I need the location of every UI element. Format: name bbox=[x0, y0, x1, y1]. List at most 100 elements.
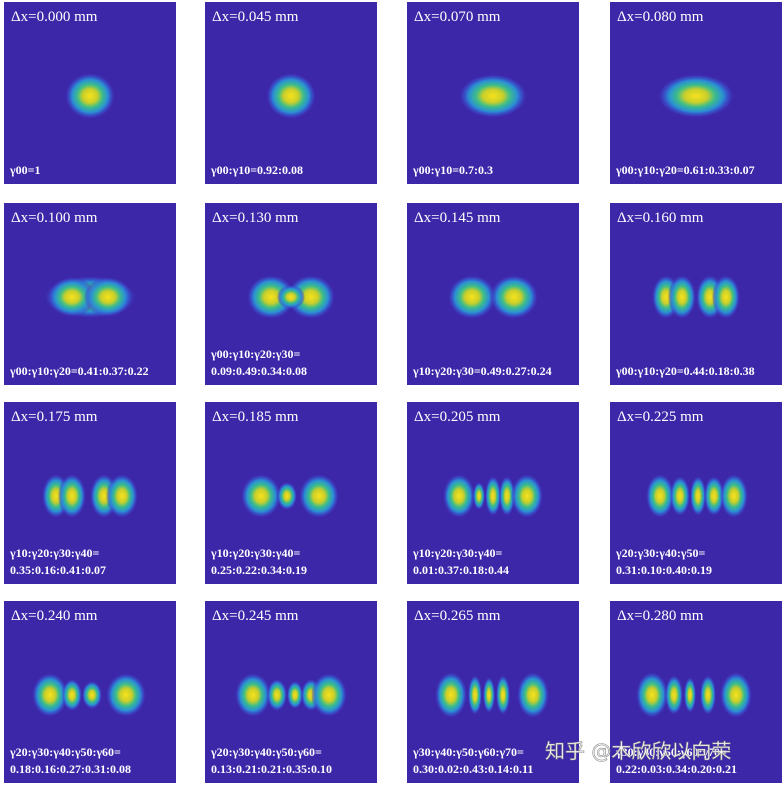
mode-label: 0.30:0.02:0.43:0.14:0.11 bbox=[413, 762, 533, 776]
mode-label: 0.31:0.10:0.40:0.19 bbox=[616, 563, 712, 577]
beam-spot bbox=[658, 74, 734, 118]
beam-spot bbox=[32, 673, 68, 717]
beam-spot bbox=[106, 673, 146, 717]
shift-label: Δx=0.240 mm bbox=[11, 608, 98, 624]
beam-spot bbox=[496, 675, 510, 715]
mode-label: 0.01:0.37:0.18:0.44 bbox=[413, 563, 509, 577]
panel: Δx=0.175 mm γ10:γ20:γ30:γ40= 0.35:0.16:0.4… bbox=[4, 402, 176, 584]
beam-spot bbox=[684, 677, 696, 713]
panel: Δx=0.245 mm γ20:γ30:γ40:γ50:γ60= 0.13:0.21… bbox=[205, 601, 377, 783]
beam-spot bbox=[311, 673, 347, 717]
beam-spot bbox=[58, 474, 86, 518]
beam-spot bbox=[459, 74, 527, 118]
panel: Δx=0.185 mm γ10:γ20:γ30:γ40= 0.25:0.22:0.3… bbox=[205, 402, 377, 584]
beam-spot bbox=[636, 672, 668, 718]
mode-label: 0.22:0.03:0.34:0.20:0.21 bbox=[616, 762, 737, 776]
mode-label: γ30:γ40:γ50:γ60:γ70= bbox=[412, 745, 524, 759]
mode-label: γ10:γ20:γ30:γ40= bbox=[412, 546, 502, 560]
mode-label: γ30:γ40:γ50:γ60:γ70= bbox=[615, 745, 727, 759]
beam-spot bbox=[670, 476, 690, 516]
beam-spot bbox=[62, 679, 82, 711]
beam-spot bbox=[700, 675, 716, 715]
panel: Δx=0.130 mm γ00:γ10:γ20:γ30= 0.09:0.49:0.3… bbox=[205, 203, 377, 385]
beam-spot bbox=[443, 474, 475, 518]
panel: Δx=0.280 mm γ30:γ40:γ50:γ60:γ70= 0.22:0.03… bbox=[610, 601, 782, 783]
mode-label: γ20:γ30:γ40:γ50:γ60= bbox=[210, 745, 322, 759]
mode-label: γ00:γ10=0.92:0.08 bbox=[210, 163, 303, 177]
panel: Δx=0.100 mm γ00:γ10:γ20=0.41:0.37:0.22 bbox=[4, 203, 176, 385]
panel: Δx=0.080 mm γ00:γ10:γ20=0.61:0.33:0.07 bbox=[610, 2, 782, 184]
beam-spot bbox=[483, 677, 495, 713]
mode-label: γ00:γ10:γ20=0.41:0.37:0.22 bbox=[9, 364, 149, 378]
shift-label: Δx=0.205 mm bbox=[414, 409, 501, 425]
shift-label: Δx=0.045 mm bbox=[212, 9, 299, 25]
beam-spot bbox=[646, 474, 674, 518]
beam-spot bbox=[82, 681, 102, 709]
shift-label: Δx=0.145 mm bbox=[414, 210, 501, 226]
beam-spot bbox=[665, 675, 683, 715]
panel: Δx=0.000 mm γ00=1 bbox=[4, 2, 176, 184]
beam-spot bbox=[448, 275, 496, 319]
shift-label: Δx=0.265 mm bbox=[414, 608, 501, 624]
mode-label: γ20:γ30:γ40:γ50:γ60= bbox=[9, 745, 121, 759]
shift-label: Δx=0.070 mm bbox=[414, 9, 501, 25]
mode-label: γ10:γ20:γ30:γ40= bbox=[9, 546, 99, 560]
beam-spot bbox=[287, 681, 303, 709]
beam-spot bbox=[704, 476, 724, 516]
beam-spot bbox=[247, 275, 295, 319]
beam-spot bbox=[299, 474, 339, 518]
panel: Δx=0.225 mm γ20:γ30:γ40:γ50= 0.31:0.10:0.4… bbox=[610, 402, 782, 584]
mode-label: 0.13:0.21:0.21:0.35:0.10 bbox=[211, 762, 332, 776]
mode-label: γ10:γ20:γ30=0.49:0.27:0.24 bbox=[412, 364, 552, 378]
panel-grid: Δx=0.000 mm γ00=1 Δx=0.045 mm γ00:γ10=0.92:… bbox=[4, 2, 782, 783]
shift-label: Δx=0.245 mm bbox=[212, 608, 299, 624]
mode-label: 0.09:0.49:0.34:0.08 bbox=[211, 364, 307, 378]
mode-label: 0.18:0.16:0.27:0.31:0.08 bbox=[10, 762, 131, 776]
shift-label: Δx=0.160 mm bbox=[617, 210, 704, 226]
beam-spot bbox=[473, 482, 485, 510]
mode-label: γ00:γ10:γ20=0.61:0.33:0.07 bbox=[615, 163, 755, 177]
beam-spot bbox=[65, 73, 115, 119]
shift-label: Δx=0.080 mm bbox=[617, 9, 704, 25]
beam-spot bbox=[266, 73, 316, 119]
beam-spot bbox=[267, 679, 287, 711]
watermark: 知乎 @木欣欣以向荣 bbox=[545, 739, 731, 763]
shift-label: Δx=0.185 mm bbox=[212, 409, 299, 425]
panel: Δx=0.265 mm γ30:γ40:γ50:γ60:γ70= 0.30:0.02… bbox=[407, 601, 579, 783]
shift-label: Δx=0.130 mm bbox=[212, 210, 299, 226]
mode-label: 0.25:0.22:0.34:0.19 bbox=[211, 563, 307, 577]
mode-label: γ00:γ10:γ20=0.44:0.18:0.38 bbox=[615, 364, 755, 378]
panel: Δx=0.205 mm γ10:γ20:γ30:γ40= 0.01:0.37:0.1… bbox=[407, 402, 579, 584]
beam-spot bbox=[48, 277, 96, 317]
beam-spot bbox=[720, 474, 748, 518]
panel-background bbox=[4, 402, 176, 584]
panel: Δx=0.070 mm γ00:γ10=0.7:0.3 bbox=[407, 2, 579, 184]
beam-spot bbox=[490, 275, 538, 319]
beam-spot bbox=[668, 275, 696, 319]
shift-label: Δx=0.000 mm bbox=[11, 9, 98, 25]
beam-spot bbox=[720, 672, 752, 718]
shift-label: Δx=0.100 mm bbox=[11, 210, 98, 226]
beam-spot bbox=[511, 474, 543, 518]
beam-spot bbox=[241, 474, 281, 518]
beam-spot bbox=[435, 672, 467, 718]
panel: Δx=0.160 mm γ00:γ10:γ20=0.44:0.18:0.38 bbox=[610, 203, 782, 385]
mode-label: γ00:γ10=0.7:0.3 bbox=[412, 163, 493, 177]
mode-label: γ20:γ30:γ40:γ50= bbox=[615, 546, 705, 560]
beam-spot bbox=[468, 675, 482, 715]
beam-spot bbox=[499, 476, 515, 516]
beam-spot bbox=[277, 285, 305, 309]
panel: Δx=0.240 mm γ20:γ30:γ40:γ50:γ60= 0.18:0.16… bbox=[4, 601, 176, 783]
beam-spot bbox=[517, 672, 549, 718]
panel: Δx=0.045 mm γ00:γ10=0.92:0.08 bbox=[205, 2, 377, 184]
mode-label: γ00=1 bbox=[9, 163, 40, 177]
mode-label: 0.35:0.16:0.41:0.07 bbox=[10, 563, 106, 577]
mode-label: γ10:γ20:γ30:γ40= bbox=[210, 546, 300, 560]
mode-label: γ00:γ10:γ20:γ30= bbox=[210, 347, 300, 361]
beam-spot bbox=[277, 482, 297, 510]
shift-label: Δx=0.175 mm bbox=[11, 409, 98, 425]
beam-spot bbox=[235, 673, 271, 717]
beam-spot bbox=[106, 474, 138, 518]
